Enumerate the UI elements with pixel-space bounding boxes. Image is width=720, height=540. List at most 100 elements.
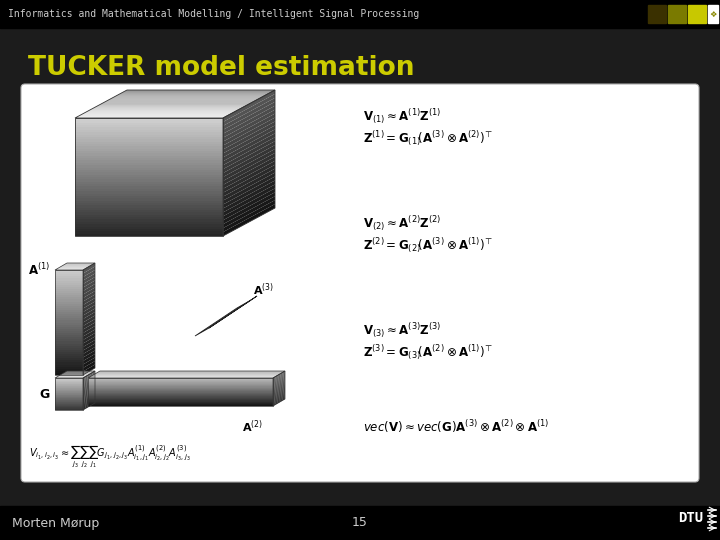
Bar: [55, 391, 83, 392]
Text: Morten Mørup: Morten Mørup: [12, 516, 99, 530]
Text: $\mathbf{V}_{(2)}\approx\mathbf{A}^{(2)}\mathbf{Z}^{(2)}$: $\mathbf{V}_{(2)}\approx\mathbf{A}^{(2)}…: [363, 215, 441, 234]
Polygon shape: [273, 390, 285, 397]
Bar: [55, 346, 83, 348]
Polygon shape: [273, 380, 285, 388]
Bar: [75, 217, 223, 219]
Polygon shape: [83, 379, 95, 387]
Bar: [88, 402, 273, 403]
Bar: [55, 331, 83, 333]
Bar: [88, 404, 273, 405]
Bar: [75, 179, 223, 182]
Bar: [75, 120, 223, 123]
Polygon shape: [83, 315, 95, 326]
Polygon shape: [273, 387, 285, 395]
Bar: [88, 387, 273, 388]
Polygon shape: [223, 137, 275, 169]
Bar: [75, 191, 223, 193]
Bar: [55, 339, 83, 341]
Bar: [88, 401, 273, 402]
Bar: [55, 306, 83, 308]
Bar: [75, 200, 223, 203]
Bar: [55, 293, 83, 295]
Bar: [75, 165, 223, 167]
Text: $vec(\mathbf{V})\approx vec(\mathbf{G})\mathbf{A}^{(3)}\otimes\mathbf{A}^{(2)}\o: $vec(\mathbf{V})\approx vec(\mathbf{G})\…: [363, 418, 549, 435]
Bar: [75, 172, 223, 174]
Polygon shape: [83, 393, 95, 400]
Polygon shape: [83, 326, 95, 336]
Bar: [88, 400, 273, 401]
Polygon shape: [83, 394, 95, 401]
Polygon shape: [83, 381, 95, 389]
Polygon shape: [223, 192, 275, 224]
Polygon shape: [83, 336, 95, 347]
Bar: [88, 394, 273, 395]
Bar: [75, 215, 223, 217]
Polygon shape: [223, 184, 275, 217]
Bar: [55, 291, 83, 293]
Bar: [75, 205, 223, 208]
Bar: [55, 329, 83, 331]
Polygon shape: [223, 98, 275, 130]
Polygon shape: [83, 387, 95, 395]
Polygon shape: [89, 110, 238, 111]
Polygon shape: [273, 385, 285, 393]
Polygon shape: [223, 94, 275, 126]
Bar: [75, 186, 223, 189]
Bar: [75, 210, 223, 212]
Polygon shape: [83, 375, 95, 383]
Bar: [75, 224, 223, 227]
Polygon shape: [223, 130, 275, 161]
Bar: [75, 139, 223, 141]
Polygon shape: [83, 394, 95, 402]
Bar: [88, 398, 273, 399]
Bar: [708, 5, 718, 23]
Bar: [55, 337, 83, 339]
Polygon shape: [273, 388, 285, 396]
Polygon shape: [83, 357, 95, 368]
Polygon shape: [83, 270, 95, 280]
Bar: [55, 384, 83, 385]
Bar: [88, 403, 273, 404]
Bar: [55, 400, 83, 401]
Bar: [75, 222, 223, 224]
Polygon shape: [273, 372, 285, 380]
Bar: [55, 310, 83, 312]
Bar: [88, 386, 273, 387]
Text: $\mathbf{A}^{(3)}$: $\mathbf{A}^{(3)}$: [253, 281, 274, 298]
Bar: [55, 392, 83, 393]
Bar: [55, 396, 83, 397]
Bar: [55, 408, 83, 409]
Bar: [648, 5, 666, 23]
Polygon shape: [223, 110, 275, 141]
Bar: [75, 144, 223, 146]
Polygon shape: [108, 99, 258, 100]
Polygon shape: [83, 399, 95, 407]
Bar: [55, 325, 83, 327]
Polygon shape: [91, 109, 240, 110]
Polygon shape: [115, 96, 265, 97]
Polygon shape: [83, 329, 95, 340]
Polygon shape: [223, 204, 275, 236]
Bar: [75, 137, 223, 139]
Bar: [75, 148, 223, 151]
Polygon shape: [223, 125, 275, 157]
Text: $\mathbf{V}_{(3)}\approx\mathbf{A}^{(3)}\mathbf{Z}^{(3)}$: $\mathbf{V}_{(3)}\approx\mathbf{A}^{(3)}…: [363, 322, 441, 341]
Polygon shape: [83, 312, 95, 322]
Polygon shape: [83, 377, 95, 386]
Polygon shape: [223, 188, 275, 220]
Bar: [75, 132, 223, 134]
Polygon shape: [83, 395, 95, 403]
Bar: [55, 385, 83, 386]
Bar: [55, 308, 83, 310]
Polygon shape: [83, 392, 95, 400]
Polygon shape: [273, 384, 285, 392]
Bar: [55, 280, 83, 282]
Bar: [55, 364, 83, 367]
Bar: [55, 320, 83, 322]
Polygon shape: [83, 347, 95, 357]
Polygon shape: [125, 90, 275, 91]
Bar: [55, 369, 83, 371]
Bar: [688, 5, 706, 23]
Polygon shape: [223, 141, 275, 173]
Bar: [55, 354, 83, 356]
